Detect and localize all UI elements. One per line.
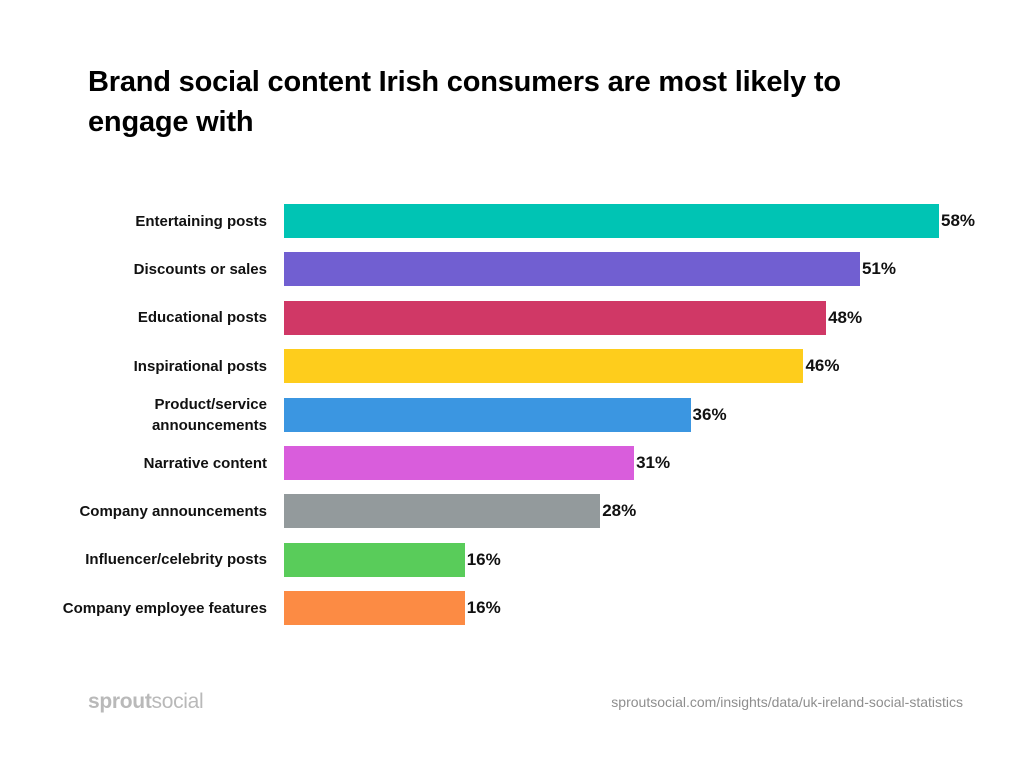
category-label: Entertaining posts: [7, 211, 267, 232]
category-label-line: Narrative content: [143, 454, 267, 472]
category-label: Discounts or sales: [7, 259, 267, 280]
chart-title: Brand social content Irish consumers are…: [88, 66, 841, 138]
data-label: 48%: [828, 307, 863, 327]
category-label-line: announcements: [151, 416, 267, 434]
category-label: Company employee features: [7, 598, 267, 619]
bar: [284, 252, 860, 287]
data-label: 16%: [466, 549, 501, 569]
data-label: 31%: [636, 453, 671, 472]
bar: [284, 494, 601, 529]
data-label: 58%: [941, 211, 976, 230]
bar: [284, 397, 691, 432]
category-label: Narrative content: [7, 453, 267, 474]
category-label-line: Influencer/celebrity posts: [85, 551, 267, 569]
data-label: 36%: [692, 404, 727, 424]
category-label: Product/service announcements: [7, 394, 267, 436]
category-label-line: Educational posts: [137, 309, 267, 327]
category-label-line: Entertaining posts: [135, 212, 267, 230]
bar: [284, 349, 804, 384]
bar: [284, 446, 635, 480]
data-label: 46%: [805, 356, 840, 376]
category-label-line: Discounts or sales: [133, 260, 267, 278]
category-label: Inspirational posts: [7, 356, 267, 377]
category-label: Educational posts: [7, 307, 267, 328]
data-label: 16%: [466, 598, 501, 618]
category-label-line: Company employee features: [62, 599, 267, 617]
category-label: Influencer/celebrity posts: [7, 549, 267, 570]
category-label-line: Product/service: [154, 395, 267, 413]
sprout-social-logo: sproutsocial: [88, 690, 204, 714]
data-label: 51%: [861, 259, 896, 279]
source-url: sproutsocial.com/insights/data/uk-irelan…: [611, 694, 963, 710]
category-label-line: Inspirational posts: [133, 357, 267, 375]
logo-light-text: social: [151, 690, 204, 713]
bar: [284, 300, 827, 335]
bar: [284, 591, 465, 626]
category-label-line: Company announcements: [79, 502, 267, 520]
logo-bold-text: sprout: [88, 690, 152, 713]
bar: [284, 204, 939, 238]
category-label: Company announcements: [7, 501, 267, 522]
bar: [284, 542, 465, 577]
data-label: 28%: [602, 501, 637, 521]
